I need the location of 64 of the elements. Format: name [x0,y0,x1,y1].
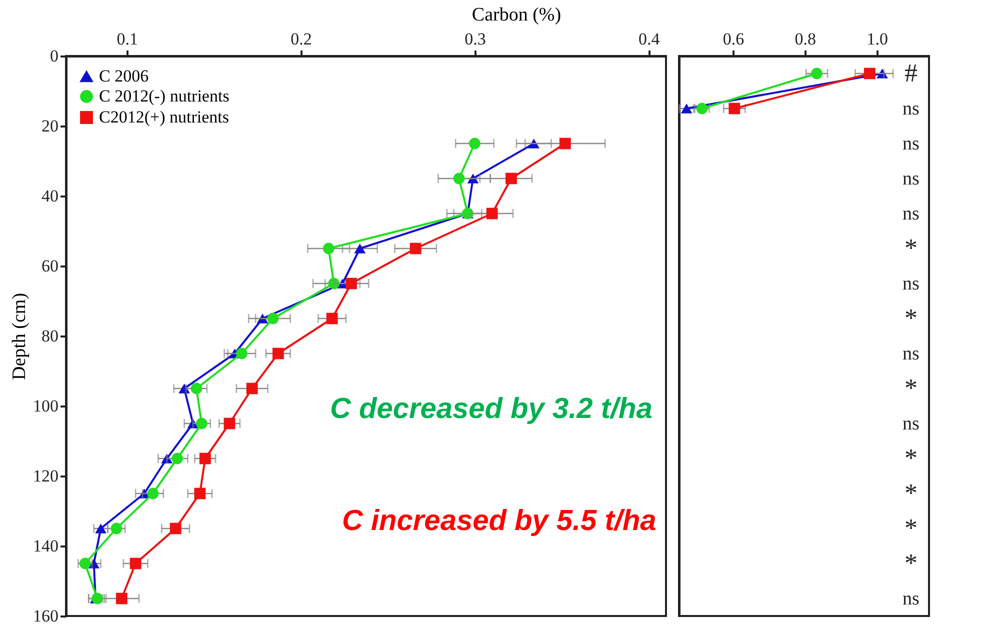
annotation: C increased by 5.5 t/ha [342,504,656,537]
annotation: ns [902,204,920,224]
point [130,558,142,570]
point [322,242,334,254]
annotation: ns [902,588,920,610]
legend-label: C2012(+) nutrients [99,108,229,126]
y-tick-label: 40 [42,186,58,206]
point [199,452,211,464]
annotation: * [904,444,918,472]
annotation: ns [902,274,920,294]
x-tick-label: 0.2 [290,30,312,48]
annotation: ns [902,98,920,120]
legend-label: C 2006 [99,66,149,86]
y-tick-label: 140 [33,536,58,556]
y-tick-label: 0 [50,46,58,66]
annotation: ns [902,134,920,154]
point [267,312,279,324]
annotation: C decreased by 3.2 t/ha [330,392,652,425]
point [224,418,236,430]
annotation: * [904,234,918,262]
point [453,172,465,184]
annotation: # [904,58,918,88]
point [196,418,208,430]
x-tick-label: 0.8 [794,30,816,48]
x-axis-title: Carbon (%) [472,4,562,26]
point [326,312,338,324]
legend-label: C 2012(-) nutrients [99,86,230,106]
y-tick-label: 20 [42,116,58,136]
y-tick-label: 100 [33,396,58,416]
point [506,172,517,184]
annotation: ns [902,344,920,364]
y-tick-label: 160 [33,606,58,626]
point [110,522,122,534]
point [194,488,206,500]
annotation: * [904,304,918,332]
point [468,138,480,150]
point [559,138,571,150]
point [116,592,128,604]
point [170,522,182,534]
annotation: ns [902,168,920,190]
point [354,244,366,254]
point [147,488,159,500]
y-tick-label: 80 [42,326,58,346]
x-tick-label: 0.4 [638,30,660,48]
annotation: * [904,478,918,508]
x-tick-label: 0.3 [464,30,486,48]
point [246,382,258,394]
y-axis-title: Depth (cm) [9,292,30,380]
point [172,452,184,464]
x-tick-label: 0.1 [116,30,138,48]
annotation: * [904,514,918,542]
annotation: ns [902,414,920,434]
y-tick-label: 60 [42,256,58,276]
point [486,208,498,220]
annotation: * [904,374,918,402]
annotation: * [904,548,918,578]
point [272,348,284,360]
x-tick-label: 1.0 [866,30,888,48]
point [236,348,248,360]
point [190,382,202,394]
point [346,278,357,290]
point [410,242,422,254]
y-tick-label: 120 [33,466,58,486]
x-tick-label: 0.6 [722,30,744,48]
